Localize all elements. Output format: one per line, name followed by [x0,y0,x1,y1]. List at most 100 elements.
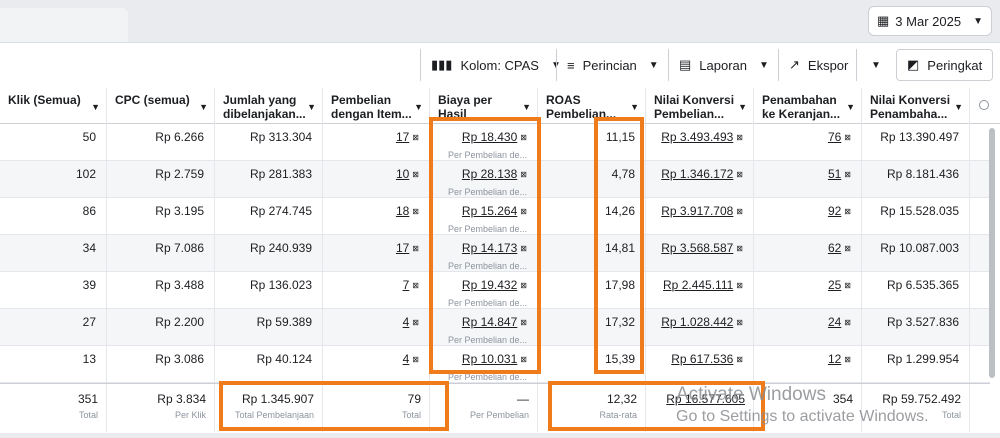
external-link-icon[interactable]: ⊠ [736,244,743,253]
table-cell[interactable]: Rp 3.917.708 ⊠ [646,198,754,235]
external-link-icon[interactable]: ⊠ [736,318,743,327]
external-link-icon[interactable]: ⊠ [844,207,851,216]
external-link-icon[interactable]: ⊠ [736,170,743,179]
columns-button[interactable]: ▮▮▮ Kolom: CPAS ▼ [420,49,571,81]
export-button[interactable]: ↗ Ekspor [778,49,858,81]
column-header-add-to-cart[interactable]: Penambahan ke Keranjan... ▼ [754,88,862,124]
table-cell[interactable]: 17 ⊠ [323,235,430,272]
external-link-icon[interactable]: ⊠ [844,244,851,253]
table-cell[interactable]: Rp 28.138 ⊠ Per Pembelian de... [430,161,538,198]
table-cell[interactable]: Rp 1.028.442 ⊠ [646,309,754,346]
table-cell[interactable]: 24 ⊠ [754,309,862,346]
cell-value[interactable]: 51 [827,167,842,181]
sort-icon[interactable]: ▼ [307,102,316,112]
column-header-clicks[interactable]: Klik (Semua) ▼ [0,88,107,124]
external-link-icon[interactable]: ⊠ [412,170,419,179]
table-cell[interactable]: 12 ⊠ [754,346,862,383]
table-cell[interactable]: Rp 15.264 ⊠ Per Pembelian de... [430,198,538,235]
cell-value[interactable]: 17 [395,130,410,144]
external-link-icon[interactable]: ⊠ [844,318,851,327]
cell-value[interactable]: 7 [402,278,410,292]
sort-icon[interactable]: ▼ [738,102,747,112]
table-cell[interactable]: Rp 2.445.111 ⊠ [646,272,754,309]
cell-value[interactable]: Rp 28.138 [461,167,518,181]
external-link-icon[interactable]: ⊠ [844,133,851,142]
external-link-icon[interactable]: ⊠ [844,355,851,364]
column-header-cost-per-result[interactable]: Biaya per Hasil ▼ [430,88,538,124]
cell-value[interactable]: 24 [827,315,842,329]
sort-icon[interactable]: ▼ [954,102,963,112]
cell-value[interactable]: Rp 1.028.442 [661,315,734,329]
cell-value[interactable]: Rp 10.031 [461,352,518,366]
table-cell[interactable]: 92 ⊠ [754,198,862,235]
table-cell[interactable]: 17 ⊠ [323,124,430,161]
cell-value[interactable]: 4 [402,352,410,366]
summary-button[interactable]: ◩ Peringkat [896,49,994,81]
external-link-icon[interactable]: ⊠ [736,133,743,142]
cell-value[interactable]: Rp 1.346.172 [661,167,734,181]
sort-icon[interactable]: ▼ [199,102,208,112]
column-header-roas[interactable]: ROAS Pembelian... ▼ [538,88,646,124]
cell-value[interactable]: Rp 617.536 [671,352,734,366]
table-cell[interactable]: 18 ⊠ [323,198,430,235]
cell-value[interactable]: Rp 14.173 [461,241,518,255]
external-link-icon[interactable]: ⊠ [412,281,419,290]
external-link-icon[interactable]: ⊠ [520,244,527,253]
column-header-add-to-cart-value[interactable]: Nilai Konversi Penambaha... ▼ [862,88,970,124]
table-cell[interactable]: 4 ⊠ [323,309,430,346]
cell-value[interactable]: 18 [395,204,410,218]
external-link-icon[interactable]: ⊠ [412,318,419,327]
sort-icon[interactable]: ▼ [630,102,639,112]
table-cell[interactable]: Rp 19.432 ⊠ Per Pembelian de... [430,272,538,309]
table-cell[interactable]: 7 ⊠ [323,272,430,309]
external-link-icon[interactable]: ⊠ [412,207,419,216]
sort-icon[interactable]: ▼ [414,102,423,112]
vertical-scrollbar[interactable] [989,128,995,378]
external-link-icon[interactable]: ⊠ [736,355,743,364]
table-cell[interactable]: Rp 10.031 ⊠ Per Pembelian de... [430,346,538,383]
cell-value[interactable]: 25 [827,278,842,292]
external-link-icon[interactable]: ⊠ [736,207,743,216]
external-link-icon[interactable]: ⊠ [844,281,851,290]
export-menu-button[interactable]: ▼ [856,49,892,81]
table-cell[interactable]: 4 ⊠ [323,346,430,383]
cell-value[interactable]: Rp 2.445.111 [663,278,734,292]
external-link-icon[interactable]: ⊠ [520,170,527,179]
external-link-icon[interactable]: ⊠ [844,170,851,179]
external-link-icon[interactable]: ⊠ [412,244,419,253]
cell-value[interactable]: Rp 15.264 [461,204,518,218]
cell-value[interactable]: Rp 3.917.708 [661,204,734,218]
external-link-icon[interactable]: ⊠ [520,318,527,327]
table-cell[interactable]: 25 ⊠ [754,272,862,309]
cell-value[interactable]: Rp 3.493.493 [661,130,734,144]
table-cell[interactable]: Rp 3.493.493 ⊠ [646,124,754,161]
cell-value[interactable]: 76 [827,130,842,144]
cell-value[interactable]: 62 [827,241,842,255]
external-link-icon[interactable]: ⊠ [412,355,419,364]
breakdown-button[interactable]: ≡ Perincian ▼ [556,49,669,81]
table-cell[interactable]: 76 ⊠ [754,124,862,161]
table-cell[interactable]: 62 ⊠ [754,235,862,272]
column-settings-icon[interactable] [979,100,989,110]
cell-value[interactable]: 10 [395,167,410,181]
external-link-icon[interactable]: ⊠ [520,281,527,290]
external-link-icon[interactable]: ⊠ [520,133,527,142]
external-link-icon[interactable]: ⊠ [736,281,743,290]
table-cell[interactable]: 51 ⊠ [754,161,862,198]
cell-value[interactable]: 12 [827,352,842,366]
column-header-purchase-value[interactable]: Nilai Konversi Pembelian... ▼ [646,88,754,124]
table-cell[interactable]: Rp 3.568.587 ⊠ [646,235,754,272]
cell-value[interactable]: Rp 19.432 [461,278,518,292]
cell-value[interactable]: Rp 14.847 [461,315,518,329]
cell-value[interactable]: Rp 3.568.587 [661,241,734,255]
table-cell[interactable]: Rp 14.847 ⊠ Per Pembelian de... [430,309,538,346]
reports-button[interactable]: ▤ Laporan ▼ [668,49,779,81]
cell-value[interactable]: 92 [827,204,842,218]
sort-icon[interactable]: ▼ [522,102,531,112]
sort-icon[interactable]: ▼ [91,102,100,112]
cell-value[interactable]: 4 [402,315,410,329]
table-cell[interactable]: Rp 1.346.172 ⊠ [646,161,754,198]
external-link-icon[interactable]: ⊠ [412,133,419,142]
table-cell[interactable]: Rp 14.173 ⊠ Per Pembelian de... [430,235,538,272]
external-link-icon[interactable]: ⊠ [520,207,527,216]
